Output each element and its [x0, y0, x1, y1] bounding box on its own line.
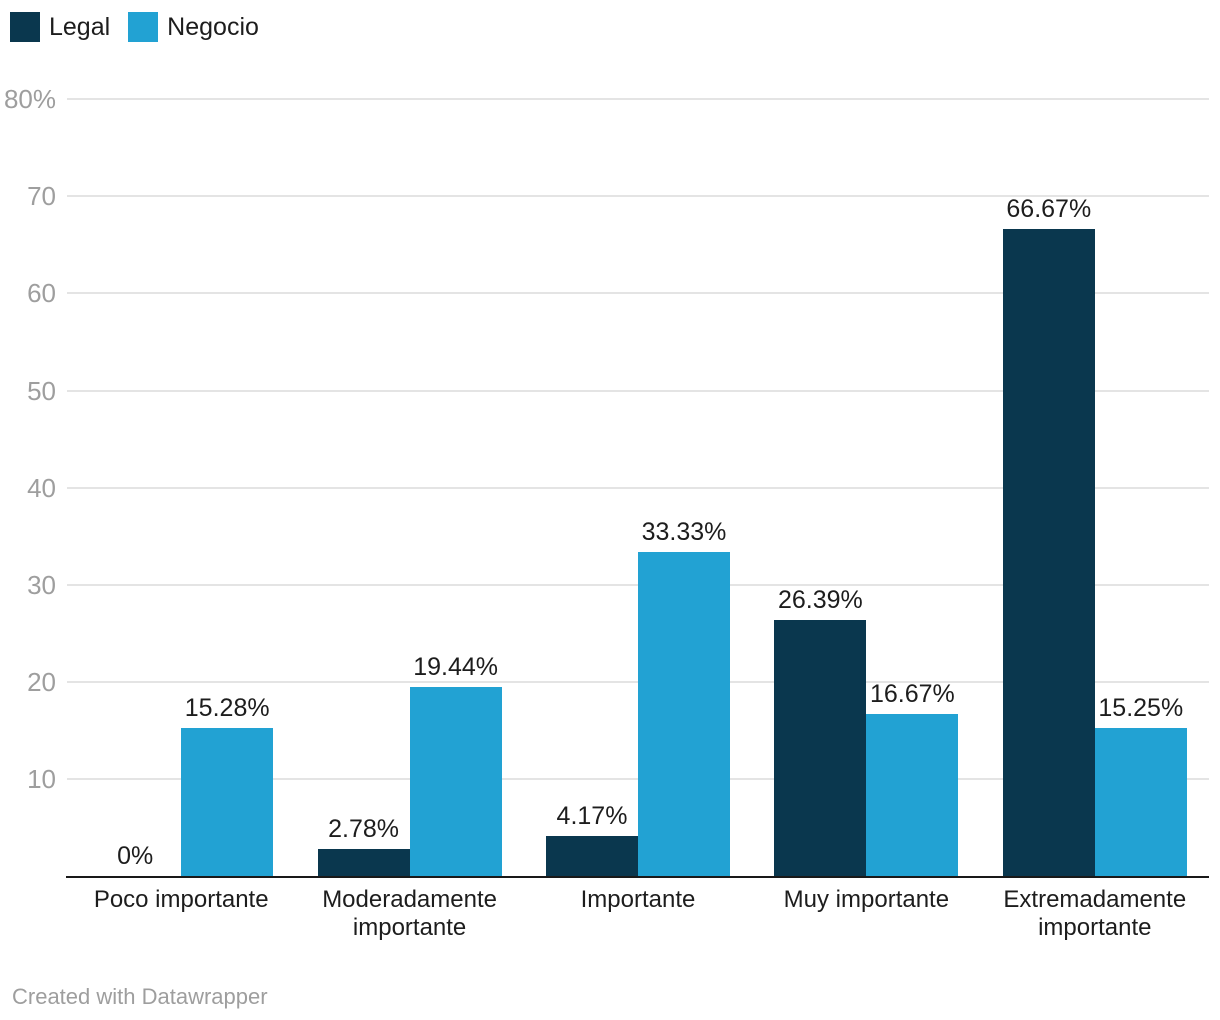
x-axis-category-label: Poco importante [93, 886, 269, 913]
x-axis-category-label: Moderadamente importante [322, 886, 497, 941]
legend-swatch-negocio-icon [128, 12, 159, 42]
legend-item-negocio: Negocio [128, 12, 259, 42]
value-label-legal-3: 4.17% [556, 801, 628, 830]
legend-item-legal: Legal [10, 12, 110, 42]
bar-negocio-3[interactable] [638, 552, 730, 876]
bar-legal-5[interactable] [1002, 228, 1095, 876]
y-axis-tick-label: 30 [27, 569, 56, 600]
value-label-negocio-3: 33.33% [641, 518, 727, 547]
y-axis-tick-label: 70 [27, 181, 56, 212]
bar-legal-2[interactable] [317, 849, 410, 876]
y-axis-tick-label: 80% [3, 84, 56, 115]
value-label-negocio-4: 16.67% [869, 680, 955, 709]
legend: Legal Negocio [10, 12, 259, 42]
y-axis-tick-label: 50 [27, 375, 56, 406]
x-axis-line [66, 876, 1209, 879]
value-label-legal-1: 0% [117, 842, 154, 870]
x-axis-category-label: Extremadamente importante [1003, 886, 1187, 941]
gridline-50 [67, 389, 1209, 392]
value-label-negocio-1: 15.28% [184, 693, 270, 722]
legend-label-negocio: Negocio [167, 13, 259, 41]
gridline-70 [67, 195, 1209, 198]
x-axis-category-label: Importante [580, 886, 696, 913]
gridline-60 [67, 292, 1209, 295]
attribution: Created with Datawrapper [12, 984, 268, 1009]
bar-negocio-1[interactable] [181, 727, 274, 876]
bar-negocio-4[interactable] [866, 714, 959, 876]
legend-swatch-legal-icon [10, 12, 40, 42]
y-axis-tick-label: 10 [27, 763, 56, 794]
bar-legal-3[interactable] [546, 835, 638, 876]
value-label-legal-2: 2.78% [328, 815, 400, 843]
bar-negocio-2[interactable] [409, 687, 502, 876]
value-label-legal-4: 26.39% [777, 585, 863, 614]
bar-legal-4[interactable] [774, 619, 867, 876]
y-axis-tick-label: 20 [27, 666, 56, 697]
x-axis-category-label: Muy importante [783, 886, 950, 913]
y-axis-tick-label: 60 [27, 278, 56, 309]
gridline-40 [67, 486, 1209, 489]
legend-label-legal: Legal [49, 13, 111, 41]
bar-negocio-5[interactable] [1094, 727, 1187, 876]
value-label-legal-5: 66.67% [1006, 194, 1092, 223]
value-label-negocio-2: 19.44% [413, 653, 498, 682]
gridline-80% [67, 98, 1209, 101]
y-axis-tick-label: 40 [27, 472, 56, 503]
value-label-negocio-5: 15.25% [1098, 693, 1184, 722]
